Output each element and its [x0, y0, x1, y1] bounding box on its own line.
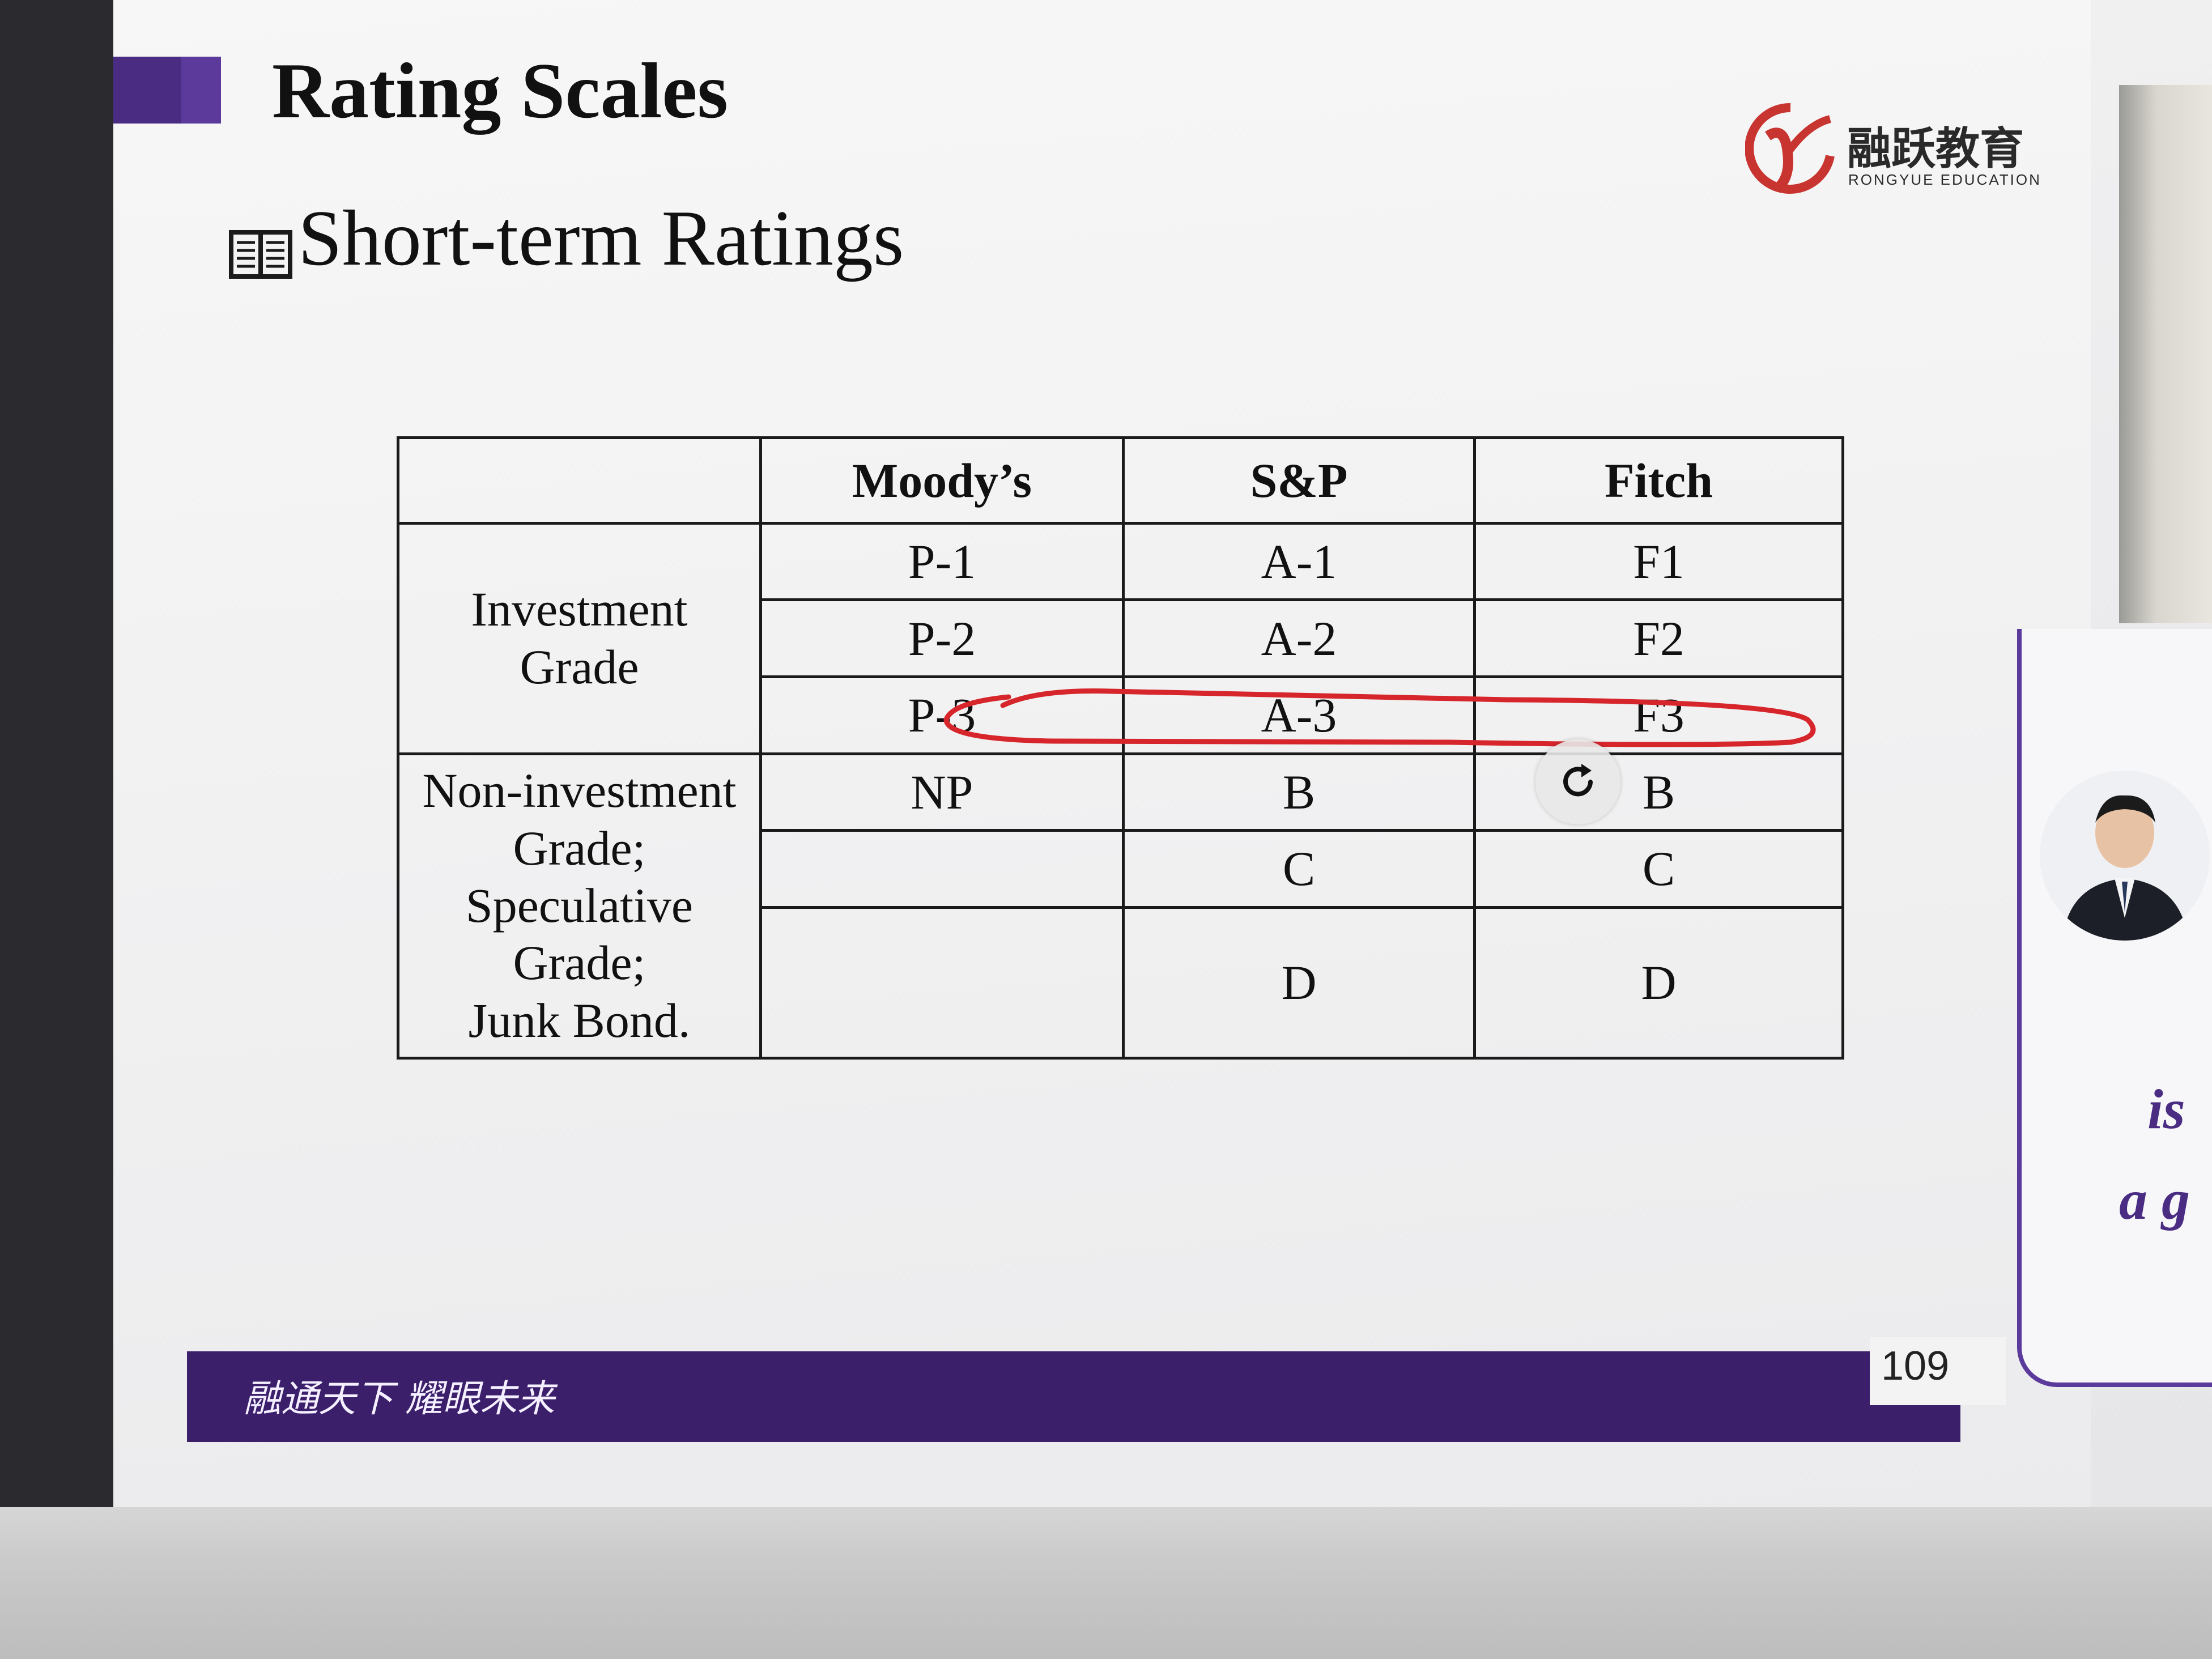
ratings-table: Moody’s S&P Fitch Investment Grade P-1 A…	[397, 436, 1844, 1060]
side-panel-text-2: a g	[2119, 1168, 2190, 1231]
page-number-box	[1870, 1337, 2006, 1405]
presenter-avatar	[2040, 771, 2210, 941]
cell-moodys: NP	[759, 752, 1125, 832]
cell-fitch: F2	[1473, 598, 1844, 678]
cell-moodys: P-3	[759, 675, 1125, 755]
screen: Rating Scales Short-term Ratings	[113, 0, 2212, 1507]
refresh-icon	[1563, 764, 1593, 797]
cell-sp: A-3	[1122, 675, 1476, 755]
cell-fitch: C	[1473, 829, 1844, 909]
slide-subtitle: Short-term Ratings	[227, 193, 904, 284]
cell-sp: D	[1122, 905, 1476, 1060]
header-fitch: Fitch	[1473, 436, 1844, 525]
cell-sp: B	[1122, 752, 1476, 832]
footer-slogan: 融通天下 耀眼未来	[244, 1377, 555, 1420]
header-blank	[397, 436, 762, 525]
cell-fitch: F3	[1473, 675, 1844, 755]
cell-moodys	[759, 829, 1125, 909]
subtitle-text: Short-term Ratings	[298, 194, 904, 282]
side-panel	[2017, 629, 2212, 1387]
investment-grade-label: Investment Grade	[397, 521, 762, 755]
header-sp: S&P	[1122, 436, 1476, 525]
cell-sp: A-2	[1122, 598, 1476, 678]
side-panel-text-1: is	[2147, 1078, 2185, 1141]
page-number: 109	[1881, 1343, 1950, 1389]
table-row: Investment Grade P-1 A-1 F1	[397, 521, 1844, 755]
slide-title: Rating Scales	[272, 47, 728, 135]
cell-moodys	[759, 905, 1125, 1060]
table-row: P-2 A-2 F2	[398, 598, 1844, 678]
side-background-photo	[2119, 85, 2212, 623]
table-row: D D	[398, 905, 1844, 1060]
desk-surface	[0, 1507, 2212, 1659]
header-moodys: Moody’s	[759, 436, 1125, 525]
table-row: Non-investment Grade; Speculative Grade;…	[397, 752, 1844, 1060]
rotate-button[interactable]	[1535, 739, 1620, 824]
monitor-bezel	[0, 0, 113, 1507]
logo-english-text: RONGYUE EDUCATION	[1848, 171, 2041, 188]
cell-fitch: B	[1473, 752, 1844, 832]
brand-logo: 融跃教育 RONGYUE EDUCATION	[1745, 102, 2040, 198]
cell-moodys: P-1	[759, 521, 1125, 602]
non-investment-grade-label: Non-investment Grade; Speculative Grade;…	[397, 752, 762, 1060]
book-icon	[227, 210, 295, 279]
logo-icon	[1745, 103, 1835, 194]
logo-chinese-text: 融跃教育	[1847, 124, 2024, 175]
title-accent-bar	[113, 57, 221, 124]
footer-bar: 融通天下 耀眼未来	[187, 1351, 1960, 1442]
cell-moodys: P-2	[759, 598, 1125, 678]
cell-fitch: D	[1473, 905, 1844, 1060]
cell-sp: C	[1122, 829, 1476, 909]
cell-sp: A-1	[1122, 521, 1476, 602]
table-row: C C	[398, 829, 1844, 909]
cell-fitch: F1	[1473, 521, 1844, 602]
table-header-row: Moody’s S&P Fitch	[397, 436, 1844, 525]
